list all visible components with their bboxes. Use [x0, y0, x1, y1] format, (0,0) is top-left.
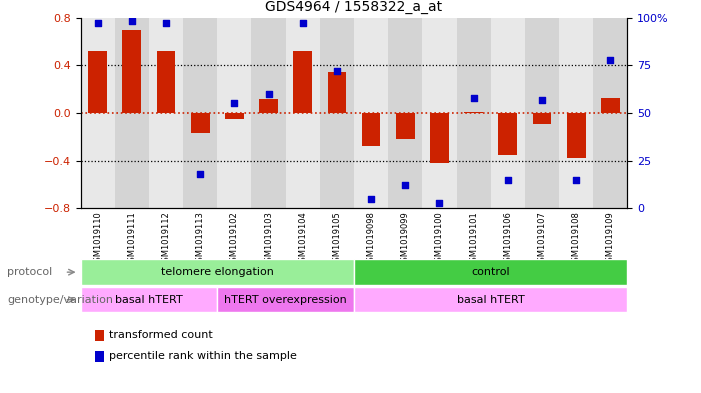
Text: hTERT overexpression: hTERT overexpression [224, 295, 347, 305]
Bar [259, 99, 278, 113]
Bar [95, 351, 104, 362]
Bar [156, 51, 175, 113]
Point [400, 182, 411, 189]
Bar [217, 18, 252, 208]
Bar [422, 18, 456, 208]
Point [571, 176, 582, 183]
Point [92, 20, 103, 27]
Point [229, 100, 240, 107]
Point [297, 20, 308, 27]
Point [195, 171, 206, 177]
Text: protocol: protocol [7, 267, 53, 277]
Bar [354, 18, 388, 208]
Bar [464, 112, 483, 113]
Bar [183, 18, 217, 208]
Text: transformed count: transformed count [109, 331, 213, 340]
Bar [81, 18, 115, 208]
Point [365, 196, 376, 202]
Bar [81, 287, 217, 312]
Text: basal hTERT: basal hTERT [457, 295, 524, 305]
Bar [362, 113, 381, 146]
Point [263, 91, 274, 97]
Bar [354, 287, 627, 312]
Bar [327, 72, 346, 113]
Bar [88, 51, 107, 113]
Bar [559, 18, 593, 208]
Bar [123, 29, 142, 113]
Point [161, 20, 172, 27]
Bar [593, 18, 627, 208]
Bar [388, 18, 422, 208]
Text: control: control [471, 267, 510, 277]
Title: GDS4964 / 1558322_a_at: GDS4964 / 1558322_a_at [266, 0, 442, 14]
Bar [320, 18, 354, 208]
Bar [396, 113, 415, 139]
Text: genotype/variation: genotype/variation [7, 295, 113, 305]
Point [126, 18, 137, 25]
Bar [430, 113, 449, 163]
Bar [566, 113, 585, 158]
Bar [533, 113, 552, 124]
Bar [525, 18, 559, 208]
Bar [286, 18, 320, 208]
Text: telomere elongation: telomere elongation [161, 267, 274, 277]
Bar [115, 18, 149, 208]
Point [502, 176, 513, 183]
Text: basal hTERT: basal hTERT [115, 295, 183, 305]
Bar [95, 330, 104, 341]
Bar [252, 18, 286, 208]
Bar [491, 18, 525, 208]
Point [605, 57, 616, 63]
Bar [601, 97, 620, 113]
Bar [456, 18, 491, 208]
Bar [81, 259, 354, 285]
Bar [354, 259, 627, 285]
Bar [149, 18, 183, 208]
Point [434, 199, 445, 206]
Bar [498, 113, 517, 155]
Point [332, 68, 343, 74]
Bar [225, 113, 244, 119]
Point [468, 95, 479, 101]
Text: percentile rank within the sample: percentile rank within the sample [109, 351, 297, 361]
Bar [293, 51, 312, 113]
Point [536, 97, 547, 103]
Bar [191, 113, 210, 133]
Bar [217, 287, 354, 312]
